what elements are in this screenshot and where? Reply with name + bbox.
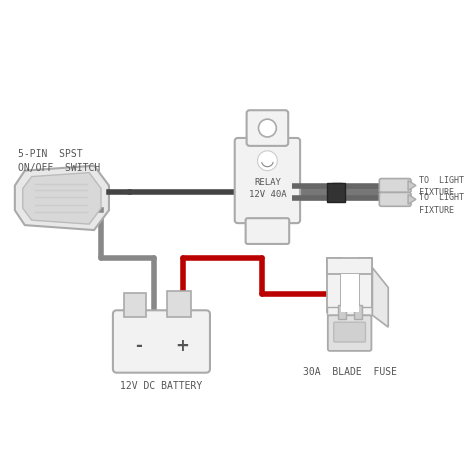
Text: TO  LIGHT
FIXTURE: TO LIGHT FIXTURE: [419, 175, 464, 197]
Text: TO  LIGHT
FIXTURE: TO LIGHT FIXTURE: [419, 193, 464, 215]
FancyBboxPatch shape: [235, 138, 300, 223]
Polygon shape: [15, 166, 109, 230]
Text: 5-PIN  SPST
ON/OFF  SWITCH: 5-PIN SPST ON/OFF SWITCH: [18, 149, 100, 173]
FancyBboxPatch shape: [124, 293, 146, 317]
Polygon shape: [373, 268, 388, 327]
Bar: [327, 258, 373, 273]
FancyBboxPatch shape: [246, 110, 288, 146]
Polygon shape: [23, 173, 101, 224]
Polygon shape: [408, 194, 416, 204]
Bar: [327, 258, 341, 312]
FancyBboxPatch shape: [246, 218, 289, 244]
FancyBboxPatch shape: [113, 310, 210, 373]
Bar: [354, 305, 362, 319]
Text: 12V DC BATTERY: 12V DC BATTERY: [120, 381, 202, 391]
Bar: [338, 305, 346, 319]
Bar: [341, 273, 358, 312]
FancyBboxPatch shape: [379, 192, 411, 206]
FancyBboxPatch shape: [167, 292, 191, 317]
Bar: [358, 258, 373, 312]
Text: 30A  BLADE  FUSE: 30A BLADE FUSE: [302, 367, 397, 377]
FancyBboxPatch shape: [334, 322, 365, 342]
Text: RELAY
12V 40A: RELAY 12V 40A: [248, 178, 286, 199]
Bar: [327, 307, 373, 315]
FancyBboxPatch shape: [379, 179, 411, 192]
Circle shape: [258, 119, 276, 137]
Bar: [327, 182, 345, 202]
Polygon shape: [408, 181, 416, 191]
Text: +: +: [175, 337, 189, 355]
Text: -: -: [135, 337, 142, 355]
Circle shape: [257, 151, 277, 171]
FancyBboxPatch shape: [328, 315, 372, 351]
